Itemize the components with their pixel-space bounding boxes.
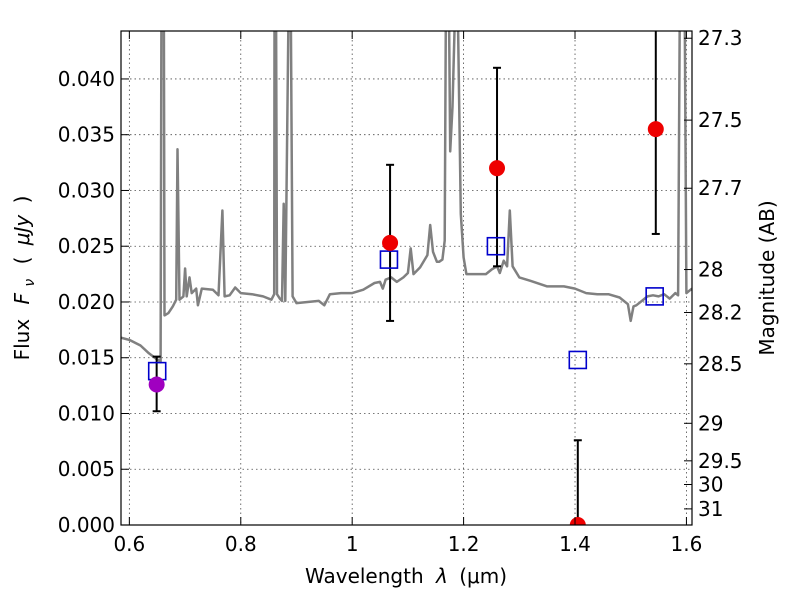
y-tick-label: 0.020 <box>58 290 115 314</box>
y-axis-label: Flux F ν ( μJy ) <box>10 196 39 361</box>
y2-tick-label: 27.3 <box>698 26 743 50</box>
observed-marker <box>148 376 165 393</box>
observed-marker <box>489 160 506 177</box>
model-marker <box>486 236 506 256</box>
y2-tick-label: 29.5 <box>698 449 743 473</box>
grid-lines <box>121 31 692 526</box>
y-tick-label: 0.035 <box>58 123 115 147</box>
x-axis-label: Wavelength λ (μm) <box>305 564 507 588</box>
y-tick-label: 0.040 <box>58 67 115 91</box>
x-tick-label: 0.8 <box>225 532 257 556</box>
x-tick-label: 1.2 <box>448 532 480 556</box>
x-tick-label: 1.6 <box>671 532 703 556</box>
model-photometry-markers <box>147 236 664 381</box>
model-marker <box>645 287 664 306</box>
y2-axis-label: Magnitude (AB) <box>755 200 779 355</box>
x-tick-label: 1 <box>346 532 359 556</box>
observed-photometry-markers <box>148 121 664 525</box>
y-tick-label: 0.000 <box>58 513 115 537</box>
y-tick-label: 0.030 <box>58 178 115 202</box>
y2-tick-label: 30 <box>698 473 723 497</box>
observed-marker <box>382 234 399 251</box>
y-tick-label: 0.025 <box>58 234 115 258</box>
y-tick-label: 0.005 <box>58 457 115 481</box>
plot-frame <box>120 30 693 526</box>
model-marker <box>568 350 588 370</box>
y-tick-label: 0.010 <box>58 401 115 425</box>
y2-tick-label: 31 <box>698 497 723 521</box>
observed-marker <box>647 121 664 138</box>
y2-tick-label: 28.2 <box>698 301 743 325</box>
y2-tick-label: 28 <box>698 258 723 282</box>
y-axis-ticks: 0.000 0.005 0.010 0.015 0.020 0.025 0.030 0.035… <box>58 67 129 537</box>
observed-marker <box>569 517 586 525</box>
model-spectrum-line <box>121 31 692 364</box>
y2-tick-label: 29 <box>698 411 723 435</box>
model-marker <box>379 250 399 269</box>
x-axis-ticks: 0.6 0.8 1 1.2 1.4 1.6 <box>113 31 702 556</box>
x-tick-label: 1.4 <box>559 532 591 556</box>
y2-tick-label: 27.7 <box>698 176 743 200</box>
y2-tick-label: 27.5 <box>698 108 743 132</box>
y2-tick-label: 28.5 <box>698 352 743 376</box>
x-tick-label: 0.6 <box>113 532 145 556</box>
y-tick-label: 0.015 <box>58 346 115 370</box>
